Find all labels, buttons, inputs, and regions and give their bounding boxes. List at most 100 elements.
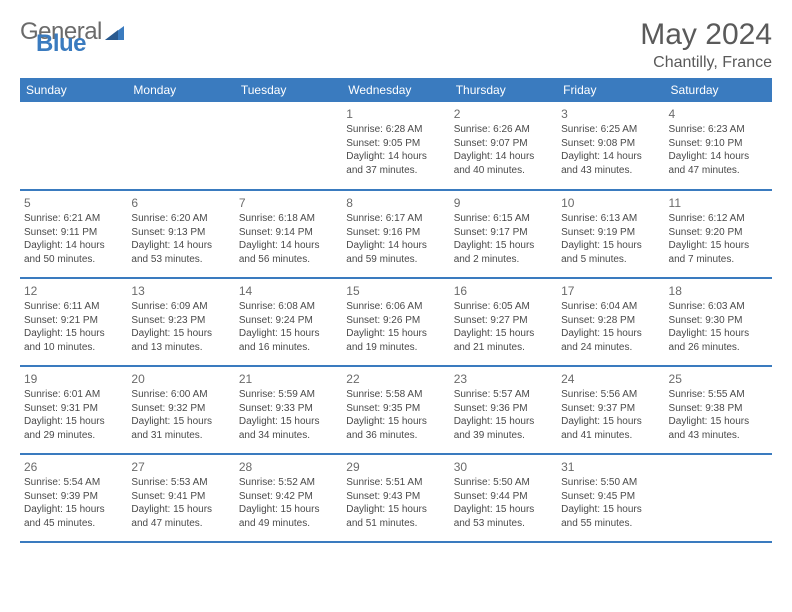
sunrise-line: Sunrise: 5:55 AM [669,388,768,402]
sunrise-line: Sunrise: 6:28 AM [346,123,445,137]
calendar-day-cell: 6Sunrise: 6:20 AMSunset: 9:13 PMDaylight… [127,190,234,278]
daylight-line: Daylight: 14 hours and 37 minutes. [346,150,445,177]
calendar-day-cell [20,102,127,190]
sunrise-line: Sunrise: 5:53 AM [131,476,230,490]
day-number: 28 [239,458,338,474]
day-header: Friday [557,78,664,102]
daylight-line: Daylight: 15 hours and 24 minutes. [561,327,660,354]
sunrise-line: Sunrise: 6:26 AM [454,123,553,137]
daylight-line: Daylight: 15 hours and 13 minutes. [131,327,230,354]
sunset-line: Sunset: 9:41 PM [131,490,230,504]
daylight-line: Daylight: 15 hours and 29 minutes. [24,415,123,442]
daylight-line: Daylight: 15 hours and 7 minutes. [669,239,768,266]
sunset-line: Sunset: 9:20 PM [669,226,768,240]
calendar-header-row: SundayMondayTuesdayWednesdayThursdayFrid… [20,78,772,102]
sunrise-line: Sunrise: 6:15 AM [454,212,553,226]
day-number: 2 [454,105,553,121]
daylight-line: Daylight: 15 hours and 2 minutes. [454,239,553,266]
sunrise-line: Sunrise: 6:12 AM [669,212,768,226]
sunset-line: Sunset: 9:30 PM [669,314,768,328]
sunset-line: Sunset: 9:24 PM [239,314,338,328]
calendar-day-cell: 9Sunrise: 6:15 AMSunset: 9:17 PMDaylight… [450,190,557,278]
calendar-day-cell: 10Sunrise: 6:13 AMSunset: 9:19 PMDayligh… [557,190,664,278]
sunset-line: Sunset: 9:42 PM [239,490,338,504]
calendar-week-row: 19Sunrise: 6:01 AMSunset: 9:31 PMDayligh… [20,366,772,454]
sunrise-line: Sunrise: 6:04 AM [561,300,660,314]
sunrise-line: Sunrise: 6:21 AM [24,212,123,226]
calendar-day-cell [127,102,234,190]
logo-text-2: Blue [36,30,86,57]
daylight-line: Daylight: 14 hours and 47 minutes. [669,150,768,177]
day-number: 23 [454,370,553,386]
sunrise-line: Sunrise: 6:11 AM [24,300,123,314]
calendar-day-cell: 1Sunrise: 6:28 AMSunset: 9:05 PMDaylight… [342,102,449,190]
calendar-day-cell: 31Sunrise: 5:50 AMSunset: 9:45 PMDayligh… [557,454,664,542]
day-number: 7 [239,194,338,210]
daylight-line: Daylight: 15 hours and 43 minutes. [669,415,768,442]
day-header: Monday [127,78,234,102]
sunset-line: Sunset: 9:07 PM [454,137,553,151]
day-number: 22 [346,370,445,386]
day-number: 8 [346,194,445,210]
calendar-day-cell: 12Sunrise: 6:11 AMSunset: 9:21 PMDayligh… [20,278,127,366]
day-number: 10 [561,194,660,210]
daylight-line: Daylight: 15 hours and 39 minutes. [454,415,553,442]
daylight-line: Daylight: 15 hours and 36 minutes. [346,415,445,442]
calendar-table: SundayMondayTuesdayWednesdayThursdayFrid… [20,78,772,543]
sunrise-line: Sunrise: 6:01 AM [24,388,123,402]
calendar-day-cell: 5Sunrise: 6:21 AMSunset: 9:11 PMDaylight… [20,190,127,278]
daylight-line: Daylight: 14 hours and 40 minutes. [454,150,553,177]
daylight-line: Daylight: 15 hours and 21 minutes. [454,327,553,354]
daylight-line: Daylight: 15 hours and 16 minutes. [239,327,338,354]
sunset-line: Sunset: 9:26 PM [346,314,445,328]
sunset-line: Sunset: 9:13 PM [131,226,230,240]
calendar-day-cell: 25Sunrise: 5:55 AMSunset: 9:38 PMDayligh… [665,366,772,454]
daylight-line: Daylight: 15 hours and 19 minutes. [346,327,445,354]
calendar-day-cell: 8Sunrise: 6:17 AMSunset: 9:16 PMDaylight… [342,190,449,278]
sunset-line: Sunset: 9:36 PM [454,402,553,416]
sunrise-line: Sunrise: 6:06 AM [346,300,445,314]
calendar-day-cell [665,454,772,542]
daylight-line: Daylight: 15 hours and 53 minutes. [454,503,553,530]
sunset-line: Sunset: 9:39 PM [24,490,123,504]
day-number: 15 [346,282,445,298]
daylight-line: Daylight: 15 hours and 45 minutes. [24,503,123,530]
day-number: 4 [669,105,768,121]
calendar-day-cell: 29Sunrise: 5:51 AMSunset: 9:43 PMDayligh… [342,454,449,542]
calendar-day-cell: 16Sunrise: 6:05 AMSunset: 9:27 PMDayligh… [450,278,557,366]
day-number: 30 [454,458,553,474]
day-number: 6 [131,194,230,210]
sunrise-line: Sunrise: 5:52 AM [239,476,338,490]
daylight-line: Daylight: 15 hours and 5 minutes. [561,239,660,266]
day-number: 26 [24,458,123,474]
day-number: 1 [346,105,445,121]
calendar-day-cell: 13Sunrise: 6:09 AMSunset: 9:23 PMDayligh… [127,278,234,366]
day-number: 12 [24,282,123,298]
calendar-week-row: 5Sunrise: 6:21 AMSunset: 9:11 PMDaylight… [20,190,772,278]
sunrise-line: Sunrise: 5:50 AM [561,476,660,490]
calendar-day-cell: 17Sunrise: 6:04 AMSunset: 9:28 PMDayligh… [557,278,664,366]
sunset-line: Sunset: 9:33 PM [239,402,338,416]
sunrise-line: Sunrise: 5:57 AM [454,388,553,402]
sunrise-line: Sunrise: 5:50 AM [454,476,553,490]
day-number: 9 [454,194,553,210]
daylight-line: Daylight: 15 hours and 51 minutes. [346,503,445,530]
sunrise-line: Sunrise: 6:25 AM [561,123,660,137]
sunrise-line: Sunrise: 6:05 AM [454,300,553,314]
sunset-line: Sunset: 9:45 PM [561,490,660,504]
daylight-line: Daylight: 15 hours and 10 minutes. [24,327,123,354]
calendar-day-cell: 14Sunrise: 6:08 AMSunset: 9:24 PMDayligh… [235,278,342,366]
day-number: 31 [561,458,660,474]
day-number: 27 [131,458,230,474]
sunrise-line: Sunrise: 6:08 AM [239,300,338,314]
calendar-page: General May 2024 Chantilly, France Blue … [0,0,792,543]
day-number: 21 [239,370,338,386]
sunset-line: Sunset: 9:16 PM [346,226,445,240]
calendar-day-cell: 24Sunrise: 5:56 AMSunset: 9:37 PMDayligh… [557,366,664,454]
sunrise-line: Sunrise: 6:17 AM [346,212,445,226]
daylight-line: Daylight: 15 hours and 49 minutes. [239,503,338,530]
calendar-week-row: 1Sunrise: 6:28 AMSunset: 9:05 PMDaylight… [20,102,772,190]
calendar-day-cell: 4Sunrise: 6:23 AMSunset: 9:10 PMDaylight… [665,102,772,190]
day-number: 24 [561,370,660,386]
sunset-line: Sunset: 9:37 PM [561,402,660,416]
